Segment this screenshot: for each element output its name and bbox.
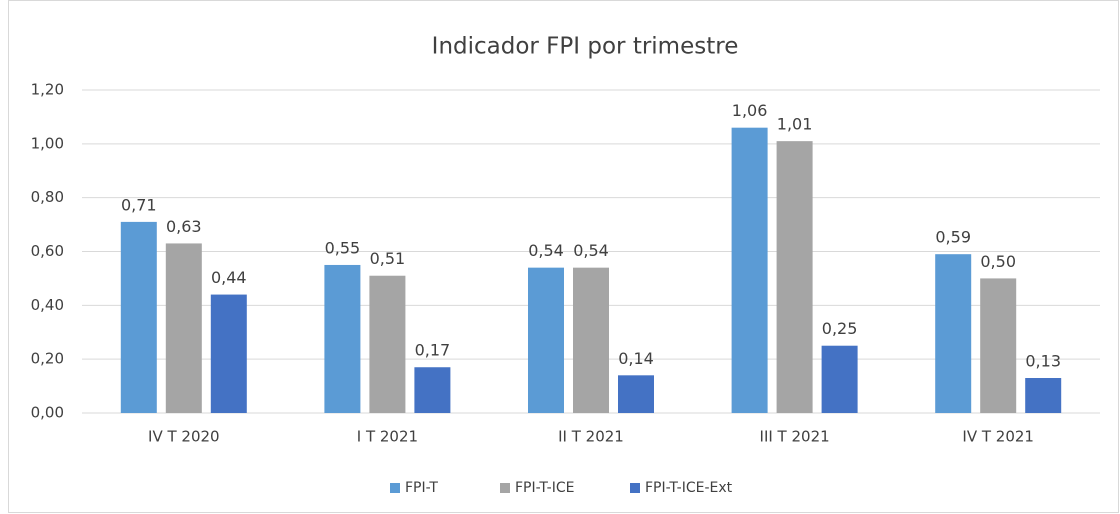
x-tick-label: I T 2021 bbox=[357, 428, 418, 446]
y-tick-label: 0,60 bbox=[31, 242, 64, 260]
data-label: 0,54 bbox=[528, 241, 564, 260]
y-tick-label: 0,40 bbox=[31, 296, 64, 314]
bar bbox=[1025, 378, 1062, 413]
y-tick-label: 0,80 bbox=[31, 188, 64, 206]
bar bbox=[369, 275, 406, 413]
data-label: 0,50 bbox=[980, 252, 1016, 271]
bar bbox=[776, 141, 813, 413]
bar bbox=[821, 345, 858, 413]
x-tick-label: II T 2021 bbox=[558, 428, 624, 446]
data-label: 0,54 bbox=[573, 241, 609, 260]
data-label: 1,06 bbox=[732, 101, 768, 120]
bar bbox=[414, 367, 451, 413]
bar bbox=[980, 278, 1017, 413]
bar bbox=[528, 267, 564, 413]
bar bbox=[935, 254, 972, 413]
bar bbox=[210, 294, 247, 413]
data-label: 0,63 bbox=[166, 217, 202, 236]
data-label: 0,51 bbox=[370, 249, 406, 268]
legend-label: FPI-T bbox=[405, 480, 438, 496]
bar bbox=[731, 127, 768, 413]
data-label: 0,55 bbox=[325, 238, 361, 257]
data-label: 0,44 bbox=[211, 268, 247, 287]
y-tick-label: 0,20 bbox=[31, 350, 64, 368]
bar bbox=[324, 264, 361, 413]
legend-label: FPI-T-ICE bbox=[515, 480, 574, 496]
y-tick-label: 1,00 bbox=[31, 134, 64, 152]
bar bbox=[165, 243, 202, 413]
x-tick-label: IV T 2021 bbox=[962, 428, 1034, 446]
bar bbox=[120, 221, 157, 413]
data-label: 0,14 bbox=[618, 349, 654, 368]
data-label: 0,13 bbox=[1025, 352, 1061, 371]
legend-swatch bbox=[500, 483, 510, 493]
data-label: 0,59 bbox=[935, 228, 971, 247]
x-tick-label: IV T 2020 bbox=[148, 428, 220, 446]
chart-title: Indicador FPI por trimestre bbox=[432, 34, 739, 60]
bar bbox=[573, 267, 609, 413]
y-tick-label: 0,00 bbox=[31, 404, 64, 422]
x-tick-label: III T 2021 bbox=[760, 428, 830, 446]
bar bbox=[618, 375, 654, 413]
legend-swatch bbox=[630, 483, 640, 493]
data-label: 0,25 bbox=[822, 319, 858, 338]
legend-swatch bbox=[390, 483, 400, 493]
data-label: 0,17 bbox=[415, 341, 451, 360]
data-label: 0,71 bbox=[121, 195, 157, 214]
data-label: 1,01 bbox=[777, 115, 813, 134]
legend-label: FPI-T-ICE-Ext bbox=[645, 480, 733, 496]
y-tick-label: 1,20 bbox=[31, 81, 64, 99]
